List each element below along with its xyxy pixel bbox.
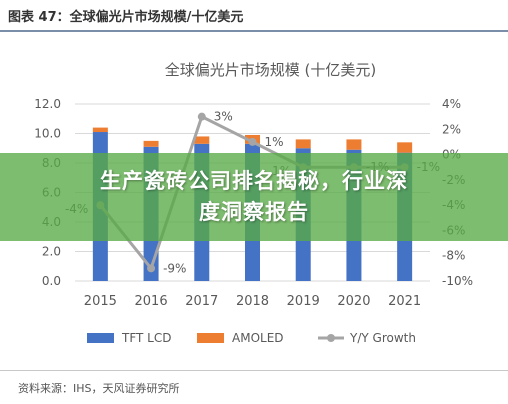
- figure-title: 图表 47：全球偏光片市场规模/十亿美元: [8, 10, 244, 25]
- growth-point: [197, 112, 206, 121]
- bar-amoled: [92, 127, 108, 133]
- legend-swatch-amoled: [197, 333, 224, 343]
- overlay-headline: 生产瓷砖公司排名揭秘，行业深 度洞察报告: [0, 166, 508, 228]
- y2-tick-label: -8%: [442, 249, 465, 263]
- overlay-banner: [0, 153, 508, 241]
- legend-label-amoled: AMOLED: [232, 331, 284, 345]
- x-tick-label: 2021: [388, 294, 421, 309]
- legend-swatch-tft-lcd: [87, 333, 114, 343]
- growth-point: [248, 137, 257, 146]
- y-tick-label: 0.0: [42, 274, 61, 288]
- source-note: 资料来源：IHS，天风证券研究所: [18, 382, 180, 395]
- title-divider: [0, 30, 508, 32]
- x-tick-label: 2018: [236, 294, 269, 309]
- bar-amoled: [295, 139, 311, 149]
- data-label: -9%: [163, 261, 186, 275]
- x-tick-label: 2019: [287, 294, 320, 309]
- bar-amoled: [143, 140, 159, 147]
- chart-title: 全球偏光片市场规模 (十亿美元): [165, 61, 376, 79]
- x-tick-label: 2015: [84, 294, 117, 309]
- overlay-line-1: 生产瓷砖公司排名揭秘，行业深: [100, 169, 408, 193]
- x-tick-label: 2017: [185, 294, 218, 309]
- y-tick-label: 12.0: [34, 97, 61, 111]
- y2-tick-label: 4%: [442, 97, 461, 111]
- x-tick-label: 2020: [337, 294, 370, 309]
- y-tick-label: 10.0: [34, 127, 61, 141]
- y-tick-label: 2.0: [42, 245, 61, 259]
- overlay-line-2: 度洞察报告: [199, 200, 309, 224]
- data-label: 3%: [214, 110, 233, 124]
- bar-amoled: [397, 142, 413, 153]
- growth-point: [147, 264, 156, 273]
- y2-tick-label: -10%: [442, 274, 473, 288]
- bar-amoled: [194, 136, 210, 144]
- legend-label-growth: Y/Y Growth: [349, 331, 416, 345]
- data-label: 1%: [265, 135, 284, 149]
- bar-amoled: [346, 139, 362, 150]
- x-tick-label: 2016: [135, 294, 168, 309]
- legend-marker-growth: [327, 334, 335, 342]
- y2-tick-label: 2%: [442, 122, 461, 136]
- source-divider: [0, 370, 508, 371]
- legend-label-tft-lcd: TFT LCD: [121, 331, 171, 345]
